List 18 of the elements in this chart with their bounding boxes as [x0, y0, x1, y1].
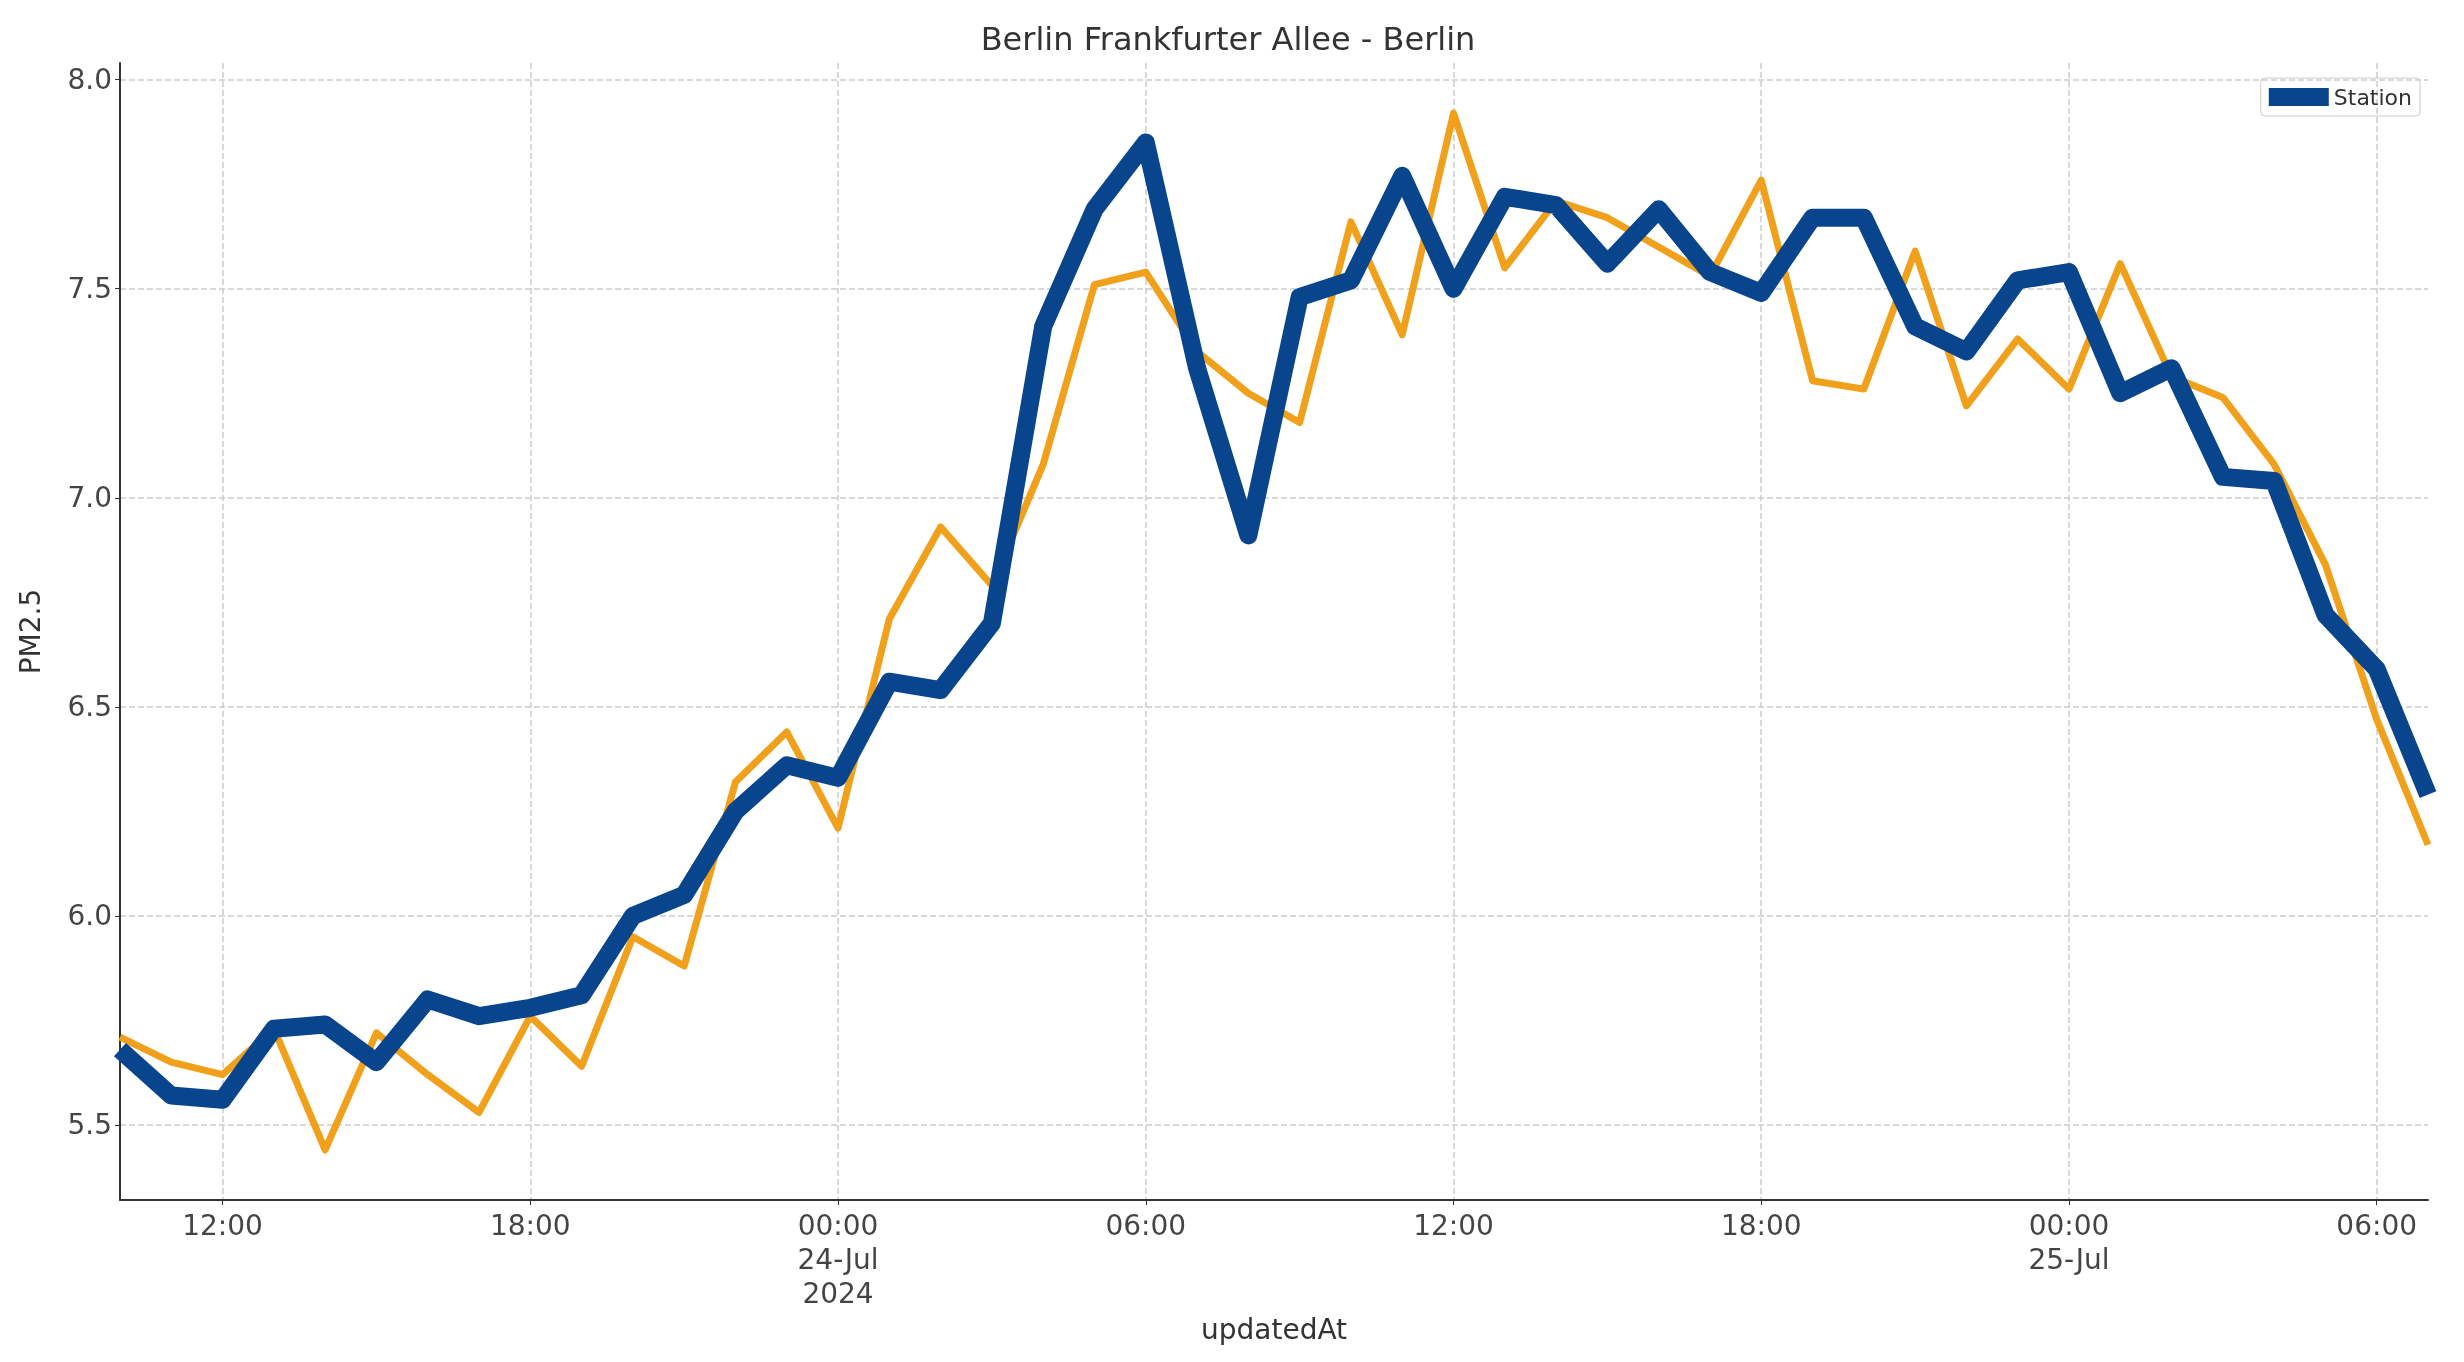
x-tick-label: 18:00 [1720, 1208, 1802, 1242]
x-axis-title: updatedAt [1200, 1312, 1348, 1346]
x-tick-label: 06:00 [1105, 1208, 1187, 1242]
y-tick-label: 5.5 [67, 1108, 112, 1142]
x-tick-label: 00:00 24-Jul 2024 [797, 1208, 879, 1310]
x-tick-label: 12:00 [1413, 1208, 1494, 1242]
x-tick-label: 12:00 [182, 1208, 263, 1242]
y-tick-label: 7.0 [67, 481, 112, 515]
chart-title: Berlin Frankfurter Allee - Berlin [980, 20, 1476, 58]
x-tick-label: 18:00 [489, 1208, 571, 1242]
legend-label: Station [2333, 84, 2412, 110]
y-tick-label: 6.5 [67, 690, 112, 724]
y-tick-label: 8.0 [67, 63, 112, 97]
y-tick-label: 6.0 [67, 899, 112, 933]
x-tick-label: 06:00 [2336, 1208, 2418, 1242]
y-axis-title: PM2.5 [13, 588, 47, 675]
x-tick-label: 00:00 25-Jul [2028, 1208, 2110, 1276]
y-tick-label: 7.5 [67, 272, 112, 306]
